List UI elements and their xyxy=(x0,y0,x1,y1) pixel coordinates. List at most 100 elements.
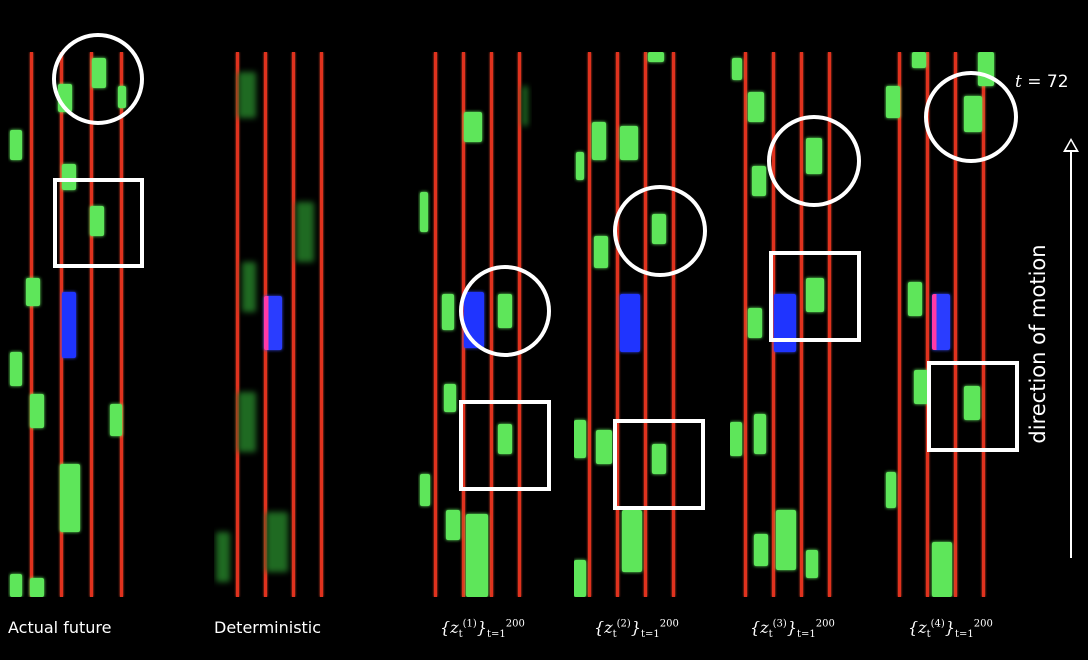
time-value: = 72 xyxy=(1021,72,1069,92)
vehicle xyxy=(754,534,768,566)
ego-vehicle xyxy=(62,292,76,358)
vehicle xyxy=(110,404,122,436)
vehicle xyxy=(886,86,900,118)
caption-sample-2: {zt(2)}t=1200 xyxy=(594,618,679,641)
highlight-circle xyxy=(52,33,144,125)
highlight-square xyxy=(927,361,1019,452)
vehicle xyxy=(446,510,460,540)
lane-line xyxy=(120,52,123,597)
lane-line xyxy=(434,52,437,597)
vehicle xyxy=(242,262,256,312)
lane-line xyxy=(236,52,239,597)
vehicle xyxy=(10,352,22,386)
vehicle xyxy=(732,58,742,80)
vehicle xyxy=(648,52,664,62)
vehicle xyxy=(30,394,44,428)
vehicle xyxy=(908,282,922,316)
lane-line xyxy=(926,52,929,597)
lane-line xyxy=(982,52,985,597)
vehicle xyxy=(90,206,104,236)
vehicle xyxy=(238,392,256,452)
highlight-circle xyxy=(924,71,1018,163)
lane-line xyxy=(954,52,957,597)
vehicle xyxy=(964,386,980,420)
vehicle xyxy=(932,542,952,597)
caption-actual-future: Actual future xyxy=(8,618,112,637)
vehicle xyxy=(886,472,896,508)
vehicle xyxy=(444,384,456,412)
lane-line xyxy=(772,52,775,597)
ego-vehicle xyxy=(264,296,282,350)
vehicle xyxy=(216,532,230,582)
lane-line xyxy=(588,52,591,597)
vehicle xyxy=(442,294,454,330)
caption-sample-1: {zt(1)}t=1200 xyxy=(440,618,525,641)
direction-arrow-shaft xyxy=(1070,152,1072,558)
vehicle xyxy=(522,86,528,126)
vehicle xyxy=(806,278,824,312)
lane-line xyxy=(616,52,619,597)
ego-vehicle xyxy=(774,294,796,352)
vehicle xyxy=(10,130,22,160)
vehicle xyxy=(594,236,608,268)
vehicle xyxy=(776,510,796,570)
vehicle xyxy=(592,122,606,160)
vehicle xyxy=(420,474,430,506)
lane-line xyxy=(898,52,901,597)
vehicle xyxy=(754,414,766,454)
vehicle xyxy=(912,52,926,68)
highlight-square xyxy=(53,178,144,268)
vehicle xyxy=(10,574,22,597)
vehicle xyxy=(914,370,928,404)
vehicle xyxy=(574,560,586,597)
highlight-square xyxy=(769,251,861,342)
panel-sample-2 xyxy=(574,52,684,597)
lane-line xyxy=(30,52,33,597)
vehicle xyxy=(62,164,76,190)
lane-line xyxy=(320,52,323,597)
caption-deterministic: Deterministic xyxy=(214,618,322,637)
highlight-circle xyxy=(459,265,551,357)
ego-vehicle xyxy=(620,294,640,352)
vehicle xyxy=(620,126,638,160)
vehicle xyxy=(266,512,288,572)
panel-actual-future xyxy=(8,52,135,597)
vehicle xyxy=(574,420,586,458)
ego-vehicle xyxy=(932,294,950,350)
vehicle xyxy=(806,550,818,578)
lane-line xyxy=(60,52,63,597)
vehicle xyxy=(576,152,584,180)
highlight-square xyxy=(459,400,551,491)
vehicle xyxy=(238,72,256,118)
vehicle xyxy=(420,192,428,232)
panel-deterministic xyxy=(214,52,326,597)
vehicle xyxy=(30,578,44,597)
lane-line xyxy=(800,52,803,597)
vehicle xyxy=(498,424,512,454)
time-label: t = 72 xyxy=(1015,72,1069,92)
vehicle xyxy=(466,514,488,597)
vehicle xyxy=(464,112,482,142)
vehicle xyxy=(652,444,666,474)
direction-label: direction of motion xyxy=(1026,244,1050,444)
vehicle xyxy=(60,464,80,532)
highlight-circle xyxy=(767,115,861,207)
caption-sample-4: {zt(4)}t=1200 xyxy=(908,618,993,641)
lane-line xyxy=(644,52,647,597)
vehicle xyxy=(296,202,314,262)
vehicle xyxy=(596,430,612,464)
vehicle xyxy=(730,422,742,456)
vehicle xyxy=(622,510,642,572)
arrow-up-icon xyxy=(1063,138,1079,152)
highlight-circle xyxy=(613,185,707,277)
vehicle xyxy=(26,278,40,306)
lane-line xyxy=(292,52,295,597)
lane-line xyxy=(90,52,93,597)
lane-line xyxy=(672,52,675,597)
vehicle xyxy=(748,92,764,122)
lane-line xyxy=(828,52,831,597)
time-symbol: t xyxy=(1015,72,1022,92)
caption-sample-3: {zt(3)}t=1200 xyxy=(750,618,835,641)
vehicle xyxy=(748,308,762,338)
highlight-square xyxy=(613,419,705,510)
